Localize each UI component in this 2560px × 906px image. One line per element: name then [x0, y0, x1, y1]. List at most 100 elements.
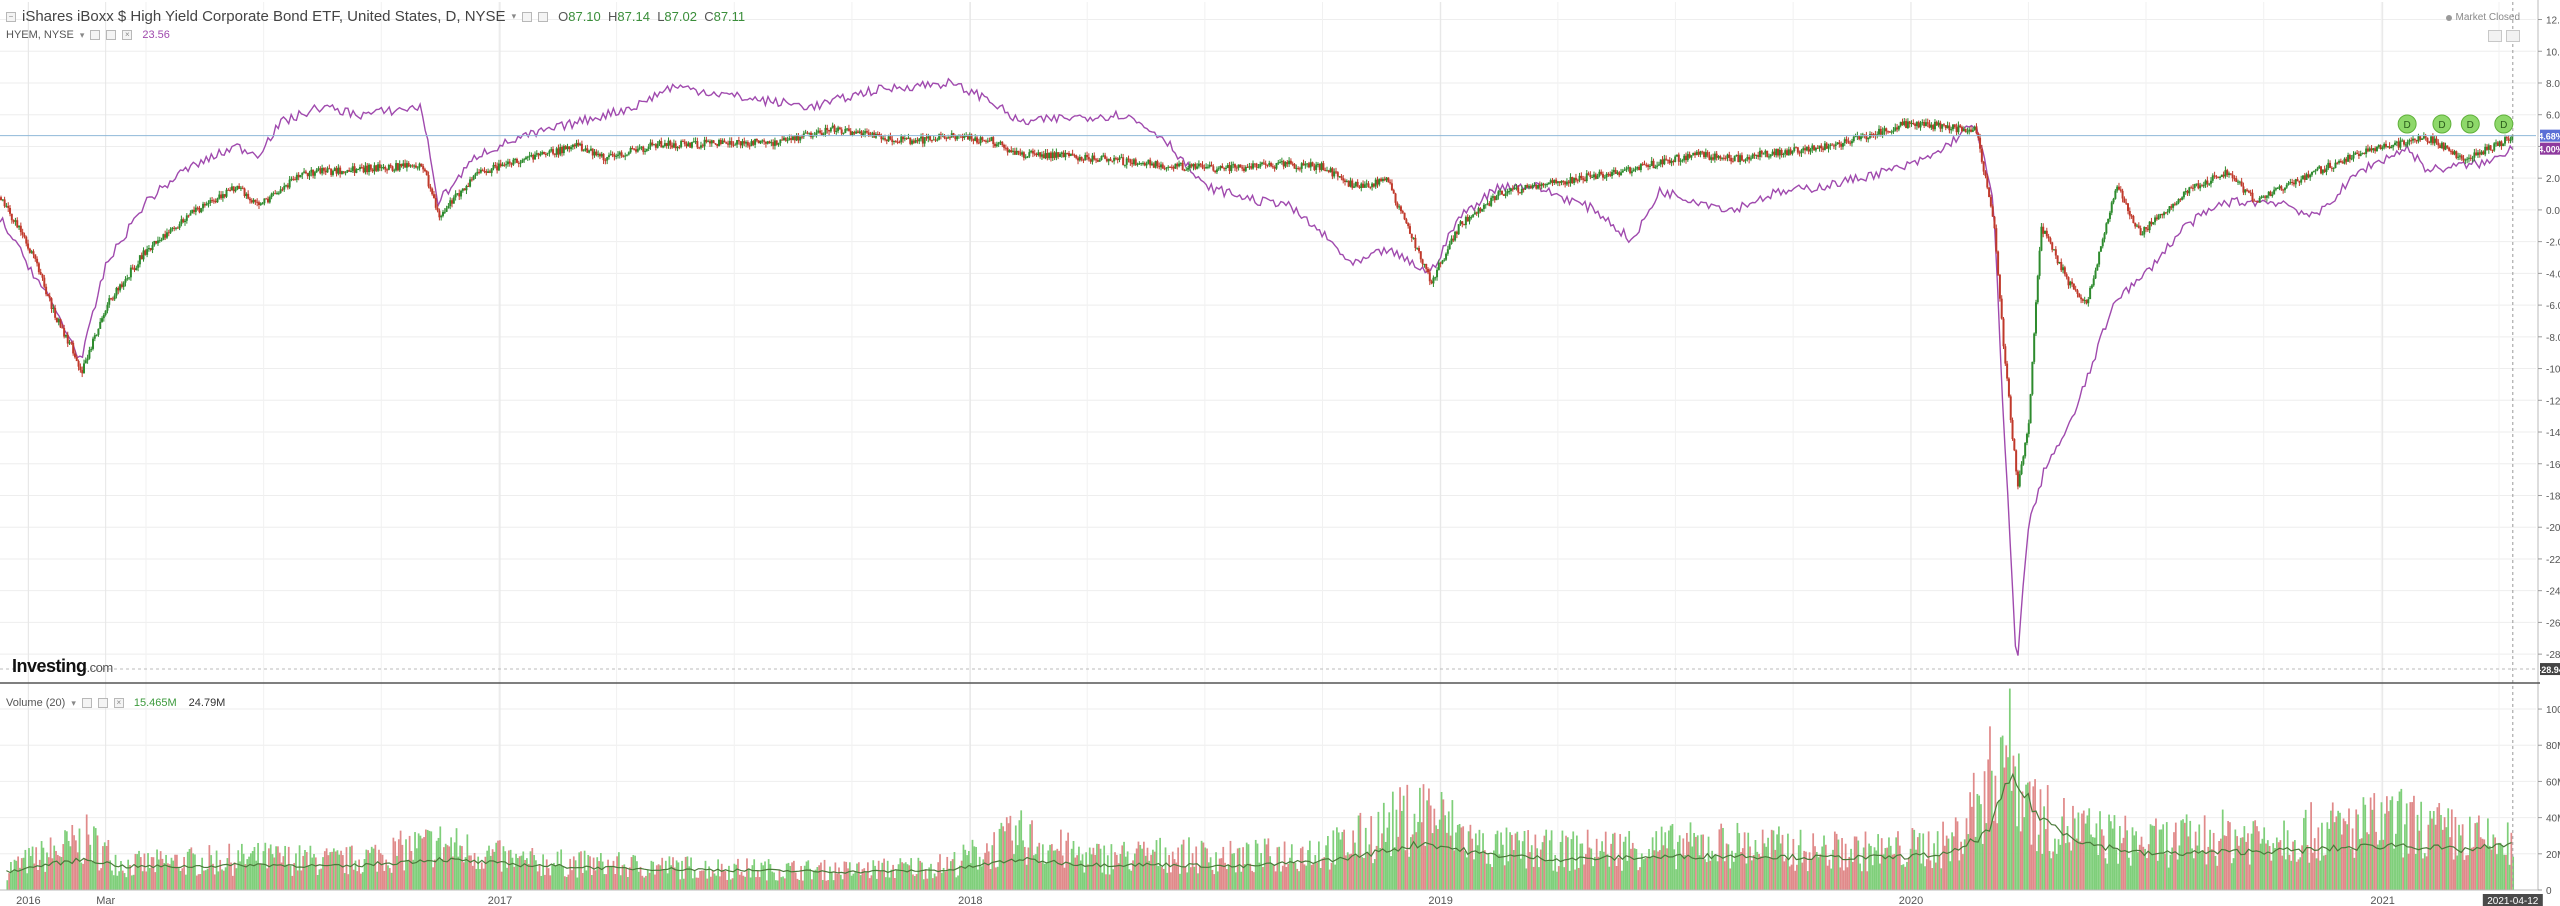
- volume-bar: [518, 856, 521, 890]
- volume-eye-button[interactable]: [81, 698, 92, 708]
- volume-bar: [437, 837, 440, 890]
- candle-body: [2448, 147, 2451, 151]
- candle-body: [2069, 281, 2072, 286]
- volume-bar: [482, 868, 485, 890]
- x-tick-label: 2020: [1899, 895, 1923, 906]
- candle-body: [2412, 138, 2415, 141]
- volume-bar: [646, 869, 649, 890]
- candle-body: [607, 155, 610, 158]
- compare-settings-button[interactable]: [106, 30, 117, 40]
- candle-body: [274, 193, 277, 195]
- candle-body: [1030, 150, 1033, 153]
- volume-bar: [1803, 850, 1806, 890]
- candle-body: [865, 131, 868, 133]
- volume-bar: [376, 871, 379, 890]
- volume-bar: [2200, 852, 2202, 890]
- volume-bar: [1931, 868, 1934, 890]
- candle-body: [1194, 163, 1197, 169]
- candle-body: [339, 167, 342, 174]
- volume-bar: [479, 869, 481, 890]
- volume-bar: [684, 856, 687, 890]
- candle-body: [1852, 136, 1855, 142]
- candle-body: [1614, 169, 1617, 174]
- volume-bar: [188, 849, 191, 890]
- volume-bar: [31, 846, 34, 890]
- volume-bar: [387, 865, 389, 890]
- volume-bar: [201, 857, 204, 890]
- volume-bar: [544, 874, 546, 890]
- volume-remove-button[interactable]: ×: [113, 698, 124, 708]
- candle-body: [2433, 138, 2436, 144]
- volume-bar: [1292, 862, 1295, 890]
- candle-body: [795, 135, 798, 141]
- series-menu-caret-icon[interactable]: ▾: [511, 11, 517, 21]
- volume-menu-caret-icon[interactable]: ▾: [71, 697, 76, 708]
- volume-bar: [405, 839, 407, 890]
- pane-minimize-button[interactable]: [2488, 30, 2502, 42]
- candle-body: [1058, 154, 1061, 157]
- candle-body: [2287, 183, 2290, 185]
- volume-bar: [904, 862, 907, 890]
- candle-body: [963, 136, 966, 138]
- volume-bar: [134, 853, 137, 890]
- candle-body: [2076, 290, 2079, 294]
- volume-bar: [1198, 865, 1201, 890]
- candle-body: [512, 159, 515, 165]
- pane-maximize-button[interactable]: [2506, 30, 2520, 42]
- volume-bar: [397, 839, 400, 890]
- compare-menu-caret-icon[interactable]: ▾: [79, 29, 85, 40]
- volume-bar: [309, 845, 312, 890]
- compare-eye-button[interactable]: [90, 30, 101, 40]
- candle-body: [2016, 471, 2019, 487]
- volume-bar: [809, 868, 811, 890]
- volume-bar: [470, 855, 472, 890]
- candle-body: [927, 136, 930, 139]
- candle-body: [1237, 164, 1240, 169]
- volume-bar: [1940, 868, 1943, 890]
- candle-body: [2034, 302, 2037, 334]
- candle-body: [2105, 223, 2108, 234]
- compare-remove-button[interactable]: ×: [122, 30, 133, 40]
- candle-body: [2166, 211, 2169, 213]
- candle-body: [1313, 165, 1316, 170]
- volume-bar: [345, 847, 348, 890]
- volume-bar: [82, 863, 84, 890]
- volume-bar: [556, 851, 559, 890]
- candle-body: [2253, 200, 2256, 202]
- candle-body: [1293, 164, 1296, 169]
- candle-body: [70, 342, 73, 344]
- candle-body: [2134, 223, 2137, 227]
- candle-body: [2081, 299, 2084, 301]
- volume-bar: [2097, 854, 2100, 890]
- volume-bar: [129, 865, 131, 890]
- volume-bar: [1828, 859, 1831, 890]
- volume-bar: [924, 869, 927, 890]
- series-settings-button[interactable]: [538, 11, 549, 22]
- candle-body: [1408, 226, 1411, 234]
- candle-body: [221, 194, 224, 199]
- collapse-toggle-button[interactable]: −: [6, 11, 16, 22]
- candle-body: [1084, 154, 1087, 160]
- volume-bar: [177, 868, 180, 890]
- candle-body: [1376, 179, 1379, 185]
- volume-bar: [1778, 826, 1780, 890]
- volume-y-tick-label: 20M: [2546, 850, 2560, 861]
- volume-bar: [778, 869, 781, 890]
- candle-body: [353, 166, 356, 173]
- volume-bar: [2126, 830, 2128, 890]
- candle-body: [238, 185, 241, 189]
- volume-settings-button[interactable]: [97, 698, 108, 708]
- candle-body: [2368, 148, 2371, 152]
- candle-body: [1867, 137, 1870, 140]
- candle-body: [1495, 196, 1498, 201]
- candle-body: [763, 140, 766, 142]
- volume-bar: [291, 875, 294, 890]
- candle-body: [185, 215, 188, 221]
- series-eye-button[interactable]: [522, 11, 533, 22]
- candle-body: [1100, 156, 1103, 160]
- candle-body: [1941, 124, 1944, 129]
- volume-bar: [40, 841, 43, 890]
- volume-bar: [637, 871, 640, 890]
- candle-body: [1775, 149, 1778, 156]
